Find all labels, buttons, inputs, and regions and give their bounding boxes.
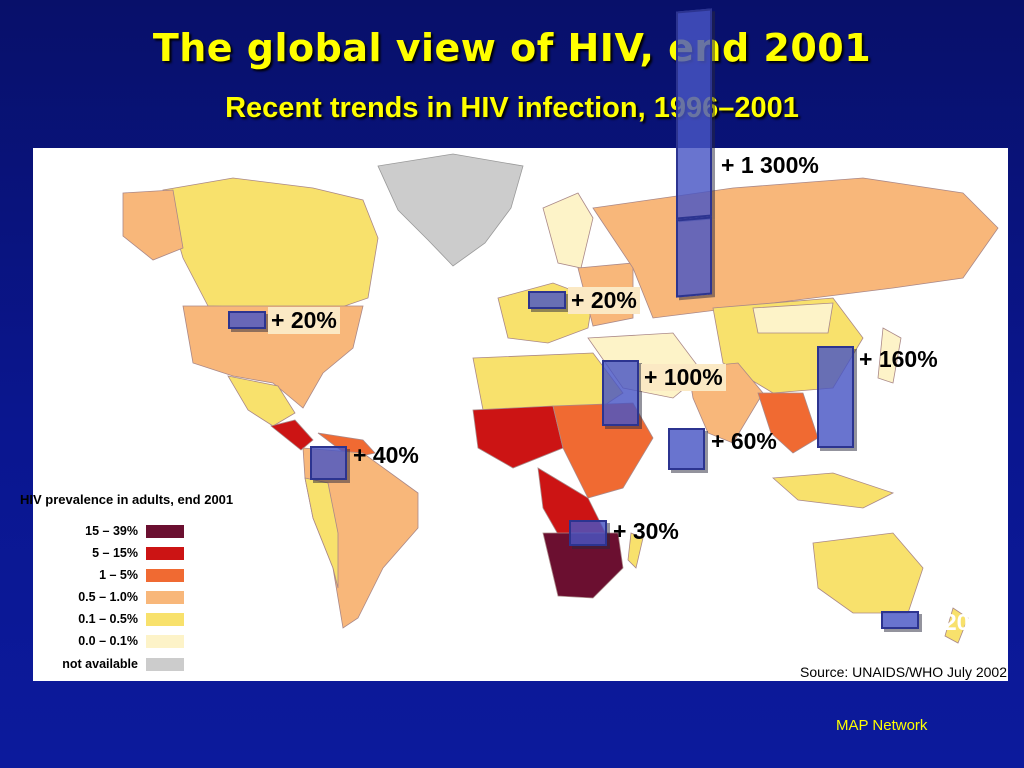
trend-bar-eastern-europe-upper	[676, 8, 712, 220]
legend-swatch	[146, 547, 184, 560]
trend-bar-sub-saharan-africa	[569, 520, 607, 546]
legend-item-label: 5 – 15%	[92, 546, 138, 560]
trend-label-east-asia: + 160%	[859, 346, 938, 372]
trend-label-south-asia: + 60%	[711, 428, 777, 454]
legend-item: not available	[30, 655, 190, 675]
trend-bar-eastern-europe-lower	[676, 216, 712, 298]
region-mongolia	[752, 302, 834, 334]
legend-item-label: 0.5 – 1.0%	[78, 590, 138, 604]
slide-subtitle: Recent trends in HIV infection, 1996–200…	[225, 92, 799, 124]
trend-label-sub-saharan-africa: + 30%	[613, 518, 679, 544]
trend-label-caribbean: + 40%	[353, 442, 419, 468]
region-mexico	[227, 375, 296, 427]
trend-bar-western-europe	[528, 291, 566, 309]
source-note: Source: UNAIDS/WHO July 2002	[800, 664, 1007, 680]
slide-title: The global view of HIV, end 2001	[152, 26, 872, 70]
region-indonesia	[772, 472, 895, 509]
legend-item: 15 – 39%	[30, 522, 190, 542]
legend-swatch	[146, 569, 184, 582]
region-scandinavia	[542, 192, 594, 269]
legend-swatch	[146, 658, 184, 671]
trend-bar-north-america	[228, 311, 266, 329]
trend-label-eastern-europe: + 1 300%	[721, 152, 819, 178]
legend-item-label: 15 – 39%	[85, 524, 138, 538]
trend-bar-caribbean	[310, 446, 347, 480]
legend-item: 5 – 15%	[30, 544, 190, 564]
legend-item-label: 0.0 – 0.1%	[78, 634, 138, 648]
legend-item: 0.5 – 1.0%	[30, 588, 190, 608]
region-canada	[162, 177, 379, 311]
legend-item-label: 0.1 – 0.5%	[78, 612, 138, 626]
trend-bar-australia	[881, 611, 919, 629]
region-australia	[812, 532, 924, 614]
region-alaska	[122, 189, 184, 261]
legend-item: 0.1 – 0.5%	[30, 610, 190, 630]
region-southeast-asia	[757, 392, 819, 454]
region-andes	[304, 477, 339, 589]
region-japan	[877, 327, 902, 384]
region-west-africa	[472, 405, 564, 469]
region-madagascar	[627, 532, 644, 569]
trend-bar-south-asia	[668, 428, 705, 470]
trend-bar-east-asia	[817, 346, 854, 448]
legend-item: 1 – 5%	[30, 566, 190, 586]
trend-bar-middle-east	[602, 360, 639, 426]
region-greenland	[377, 153, 524, 267]
region-central-america	[270, 419, 314, 451]
region-russia	[592, 177, 999, 319]
region-new-zealand	[944, 607, 969, 644]
trend-label-australia: + 20%	[924, 609, 990, 635]
legend-title: HIV prevalence in adults, end 2001	[20, 492, 234, 507]
credit-text: MAP Network	[836, 717, 928, 734]
legend-item: 0.0 – 0.1%	[30, 632, 190, 652]
legend-swatch	[146, 525, 184, 538]
trend-label-middle-east: + 100%	[641, 364, 726, 391]
legend-swatch	[146, 635, 184, 648]
legend-swatch	[146, 591, 184, 604]
trend-label-north-america: + 20%	[268, 307, 340, 334]
trend-label-western-europe: + 20%	[568, 287, 640, 314]
legend-item-label: 1 – 5%	[99, 568, 138, 582]
legend-item-label: not available	[62, 657, 138, 671]
legend-swatch	[146, 613, 184, 626]
